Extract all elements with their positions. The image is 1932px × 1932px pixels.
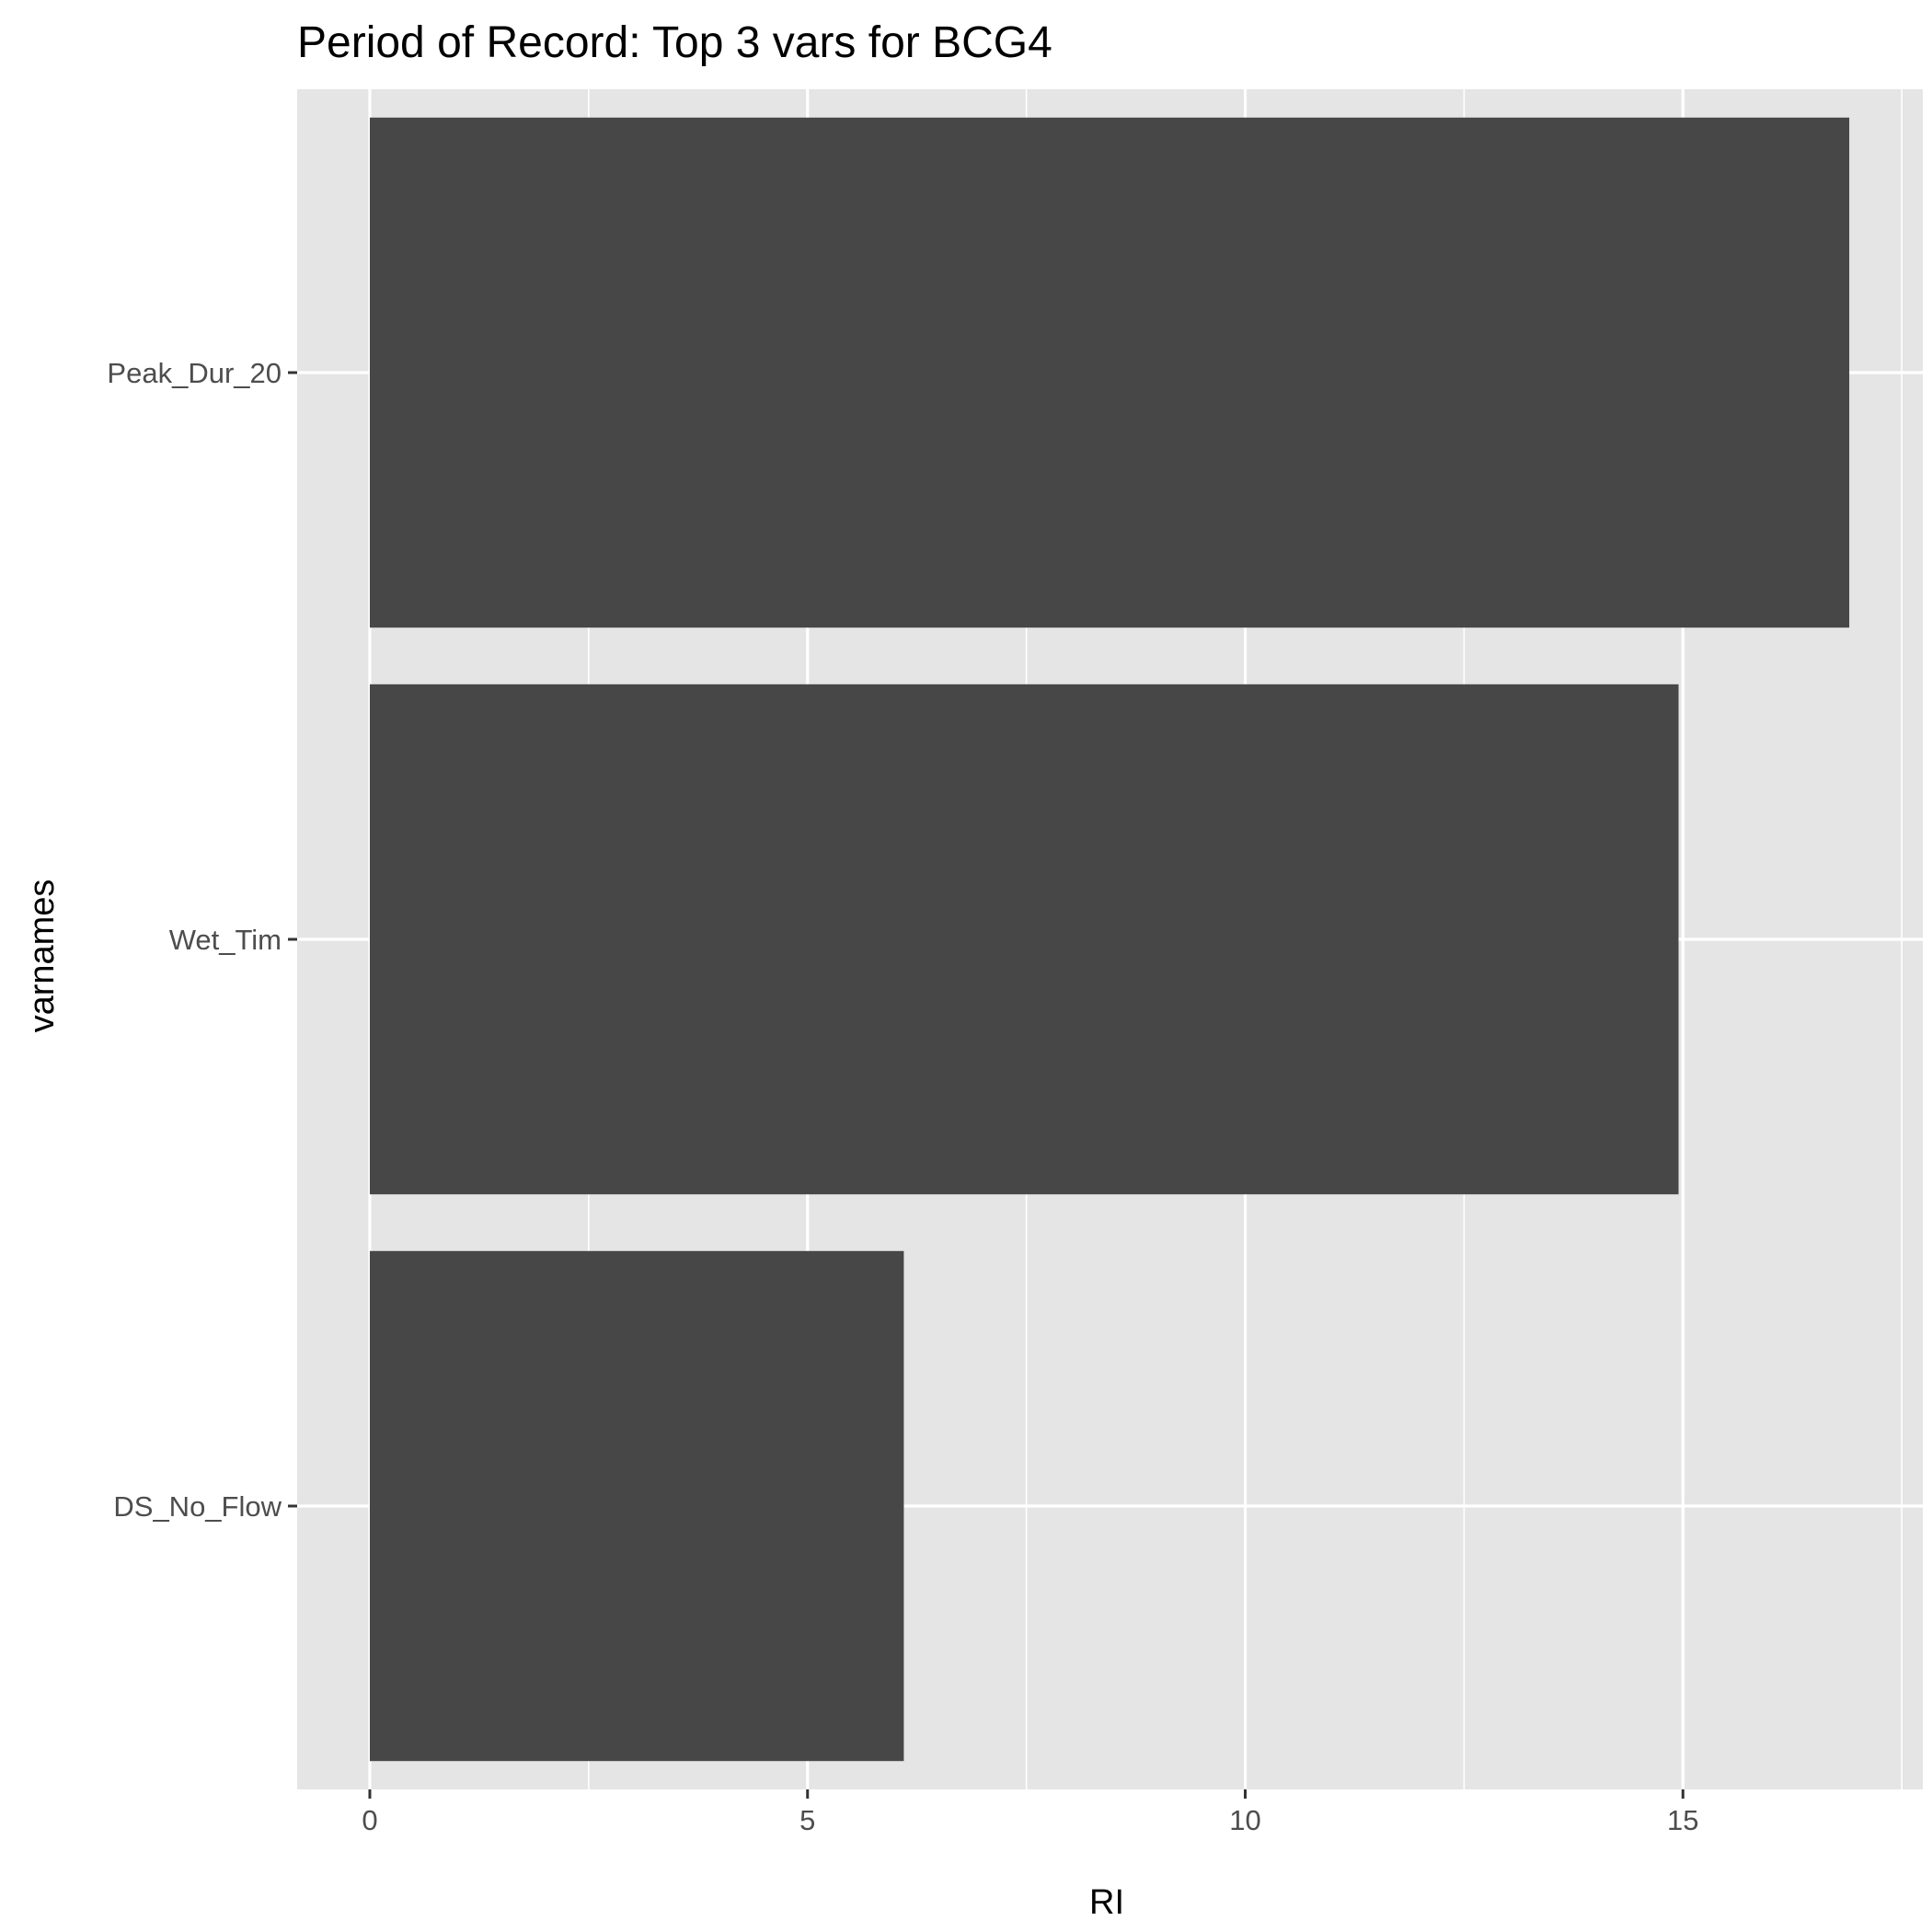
y-axis-title: varnames bbox=[23, 880, 62, 1033]
chart-title: Period of Record: Top 3 vars for BCG4 bbox=[297, 18, 1052, 67]
y-axis: DS_No_Flow Wet_Tim Peak_Dur_20 bbox=[107, 357, 297, 1523]
x-tick-label: 5 bbox=[799, 1804, 815, 1836]
y-tick-label: DS_No_Flow bbox=[113, 1490, 282, 1523]
bars bbox=[369, 117, 1850, 1762]
x-axis: 0 5 10 15 bbox=[362, 1789, 1699, 1836]
bar-wet-tim bbox=[369, 684, 1679, 1195]
x-tick-label: 10 bbox=[1229, 1804, 1260, 1836]
y-tick-label: Wet_Tim bbox=[169, 924, 282, 956]
x-tick-label: 0 bbox=[362, 1804, 377, 1836]
x-tick-label: 15 bbox=[1667, 1804, 1698, 1836]
x-axis-title: RI bbox=[1089, 1883, 1124, 1922]
bar-peak-dur-20 bbox=[369, 117, 1850, 628]
bar-ds-no-flow bbox=[369, 1250, 904, 1762]
y-tick-label: Peak_Dur_20 bbox=[107, 357, 282, 389]
